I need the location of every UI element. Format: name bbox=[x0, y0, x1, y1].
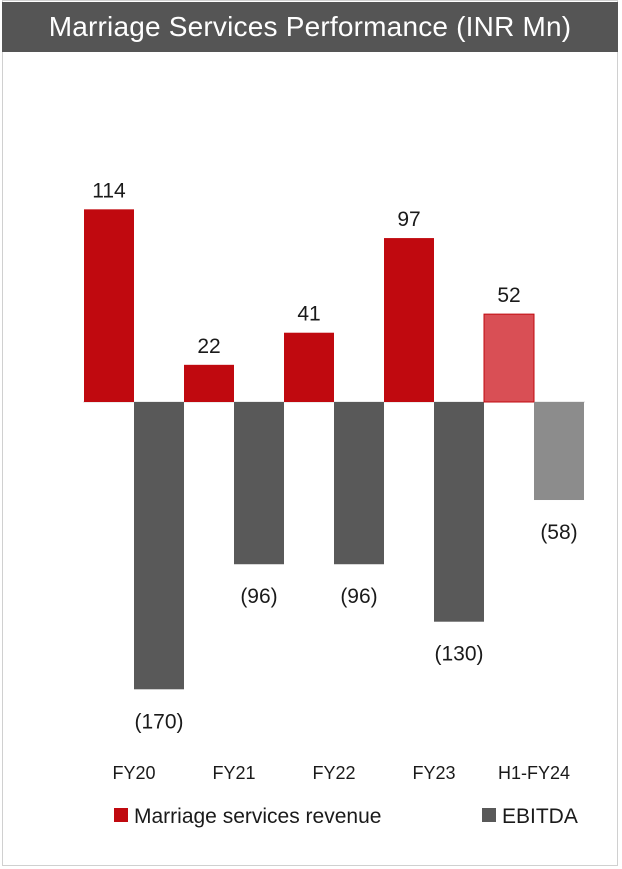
x-tick-label: H1-FY24 bbox=[498, 763, 570, 783]
ebitda-bar bbox=[134, 402, 184, 690]
ebitda-data-label: (58) bbox=[540, 521, 577, 544]
ebitda-data-label: (170) bbox=[134, 710, 183, 733]
title-bar: Marriage Services Performance (INR Mn) bbox=[2, 2, 618, 52]
revenue-data-label: 114 bbox=[92, 179, 126, 202]
x-tick-label: FY22 bbox=[312, 763, 355, 783]
revenue-bar bbox=[284, 332, 334, 402]
ebitda-bar bbox=[234, 402, 284, 565]
revenue-bar bbox=[184, 364, 234, 402]
revenue-bar bbox=[84, 209, 134, 402]
legend-label-revenue: Marriage services revenue bbox=[134, 805, 381, 828]
x-tick-label: FY21 bbox=[212, 763, 255, 783]
legend-label-ebitda: EBITDA bbox=[502, 805, 578, 828]
ebitda-data-label: (130) bbox=[434, 643, 483, 666]
legend-swatch-revenue bbox=[114, 808, 128, 822]
revenue-bar bbox=[384, 238, 434, 402]
x-tick-label: FY20 bbox=[112, 763, 155, 783]
revenue-data-label: 52 bbox=[497, 284, 520, 307]
ebitda-bar bbox=[334, 402, 384, 565]
ebitda-data-label: (96) bbox=[340, 585, 377, 608]
ebitda-data-label: (96) bbox=[240, 585, 277, 608]
chart-title: Marriage Services Performance (INR Mn) bbox=[48, 11, 572, 42]
revenue-bar bbox=[483, 313, 535, 403]
x-tick-label: FY23 bbox=[412, 763, 455, 783]
ebitda-bar bbox=[534, 402, 584, 501]
revenue-data-label: 41 bbox=[297, 303, 320, 326]
legend-swatch-ebitda bbox=[482, 808, 496, 822]
revenue-data-label: 22 bbox=[197, 335, 220, 358]
revenue-data-label: 97 bbox=[397, 208, 420, 231]
ebitda-bar bbox=[434, 402, 484, 622]
